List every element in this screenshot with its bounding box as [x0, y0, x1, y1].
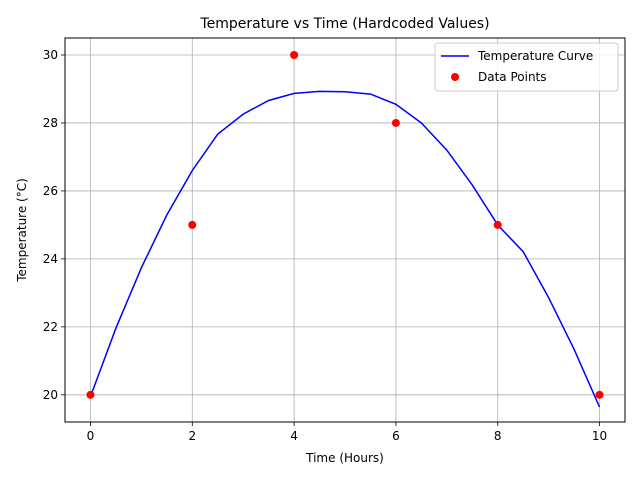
data-point	[493, 220, 502, 229]
y-tick-label: 26	[43, 184, 58, 198]
legend-entry-temperature-curve: Temperature Curve	[477, 49, 593, 63]
y-tick-label: 24	[43, 252, 58, 266]
grid	[65, 38, 625, 422]
y-axis-ticks: 20 22 24 26 28 30	[43, 48, 65, 402]
y-axis-label: Temperature (°C)	[15, 178, 29, 283]
x-tick-label: 0	[87, 429, 95, 443]
x-axis-label: Time (Hours)	[305, 451, 384, 465]
data-point	[391, 118, 400, 127]
x-tick-label: 2	[188, 429, 196, 443]
legend-box	[434, 42, 619, 92]
data-point	[188, 220, 197, 229]
chart-title: Temperature vs Time (Hardcoded Values)	[199, 16, 489, 32]
y-tick-label: 20	[43, 388, 58, 402]
data-point	[86, 390, 95, 399]
data-points-series	[86, 50, 604, 399]
legend-point-swatch	[451, 73, 459, 81]
temperature-curve-line	[89, 90, 601, 408]
x-axis-ticks: 0 2 4 6 8 10	[87, 422, 607, 443]
data-point	[290, 50, 299, 59]
x-tick-label: 4	[290, 429, 298, 443]
x-tick-label: 8	[494, 429, 502, 443]
x-tick-label: 10	[592, 429, 607, 443]
y-tick-label: 28	[43, 116, 58, 130]
x-tick-label: 6	[392, 429, 400, 443]
y-tick-label: 22	[43, 320, 58, 334]
data-point	[595, 390, 604, 399]
y-tick-label: 30	[43, 48, 58, 62]
legend-entry-data-points: Data Points	[478, 70, 547, 84]
plot-frame	[64, 37, 626, 423]
legend: Temperature Curve Data Points	[434, 42, 619, 92]
temperature-curve-series	[89, 90, 601, 408]
